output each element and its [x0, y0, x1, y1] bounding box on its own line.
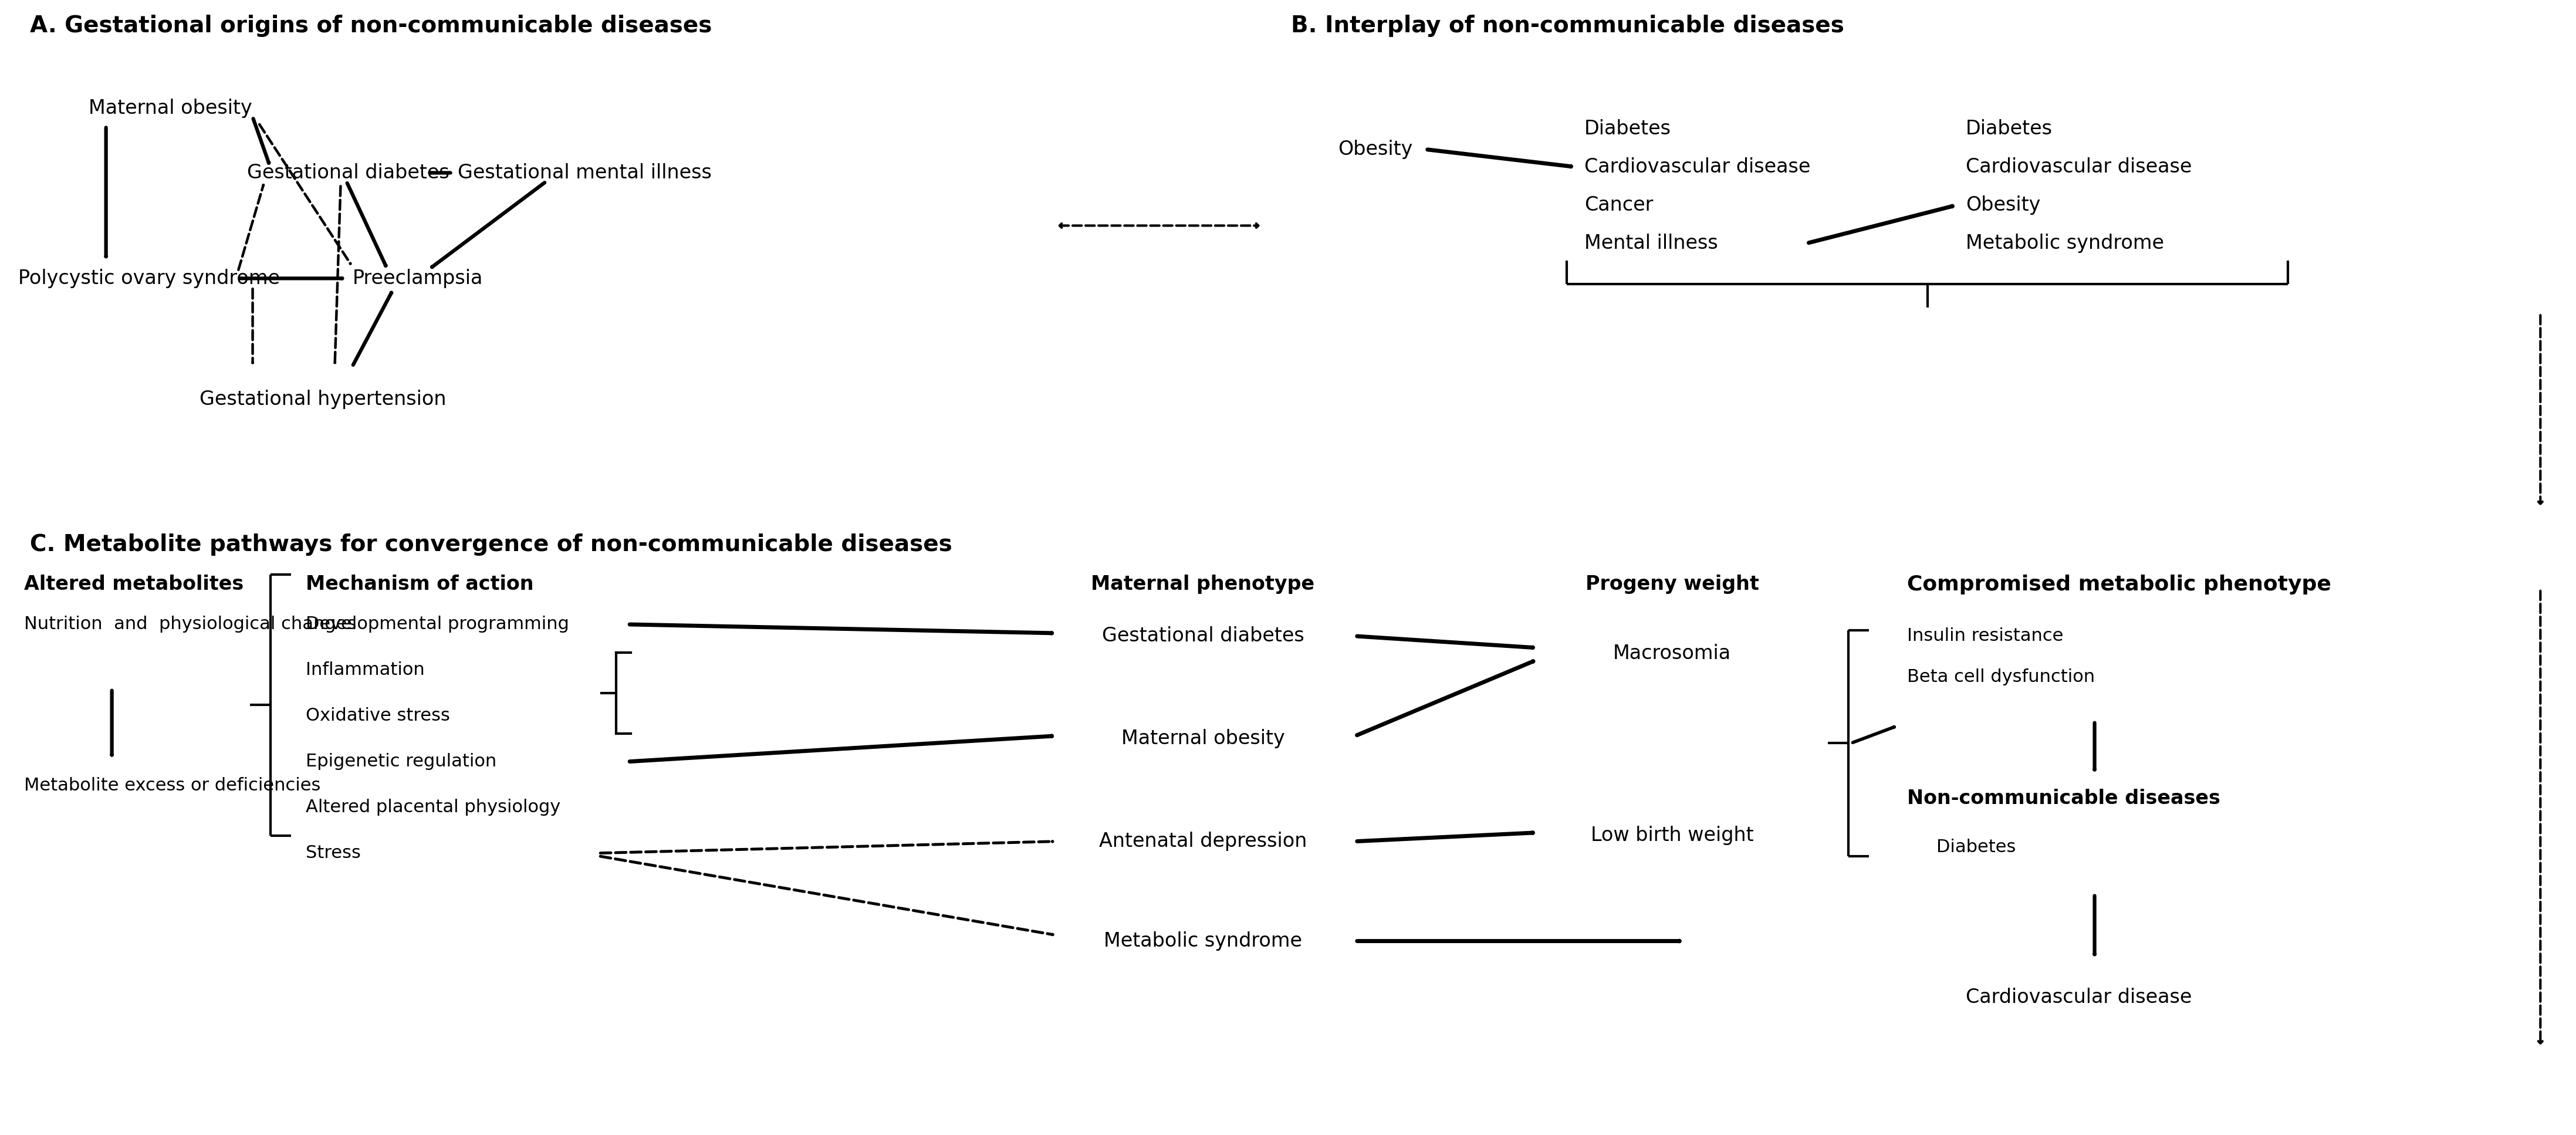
- Text: Mental illness: Mental illness: [1584, 234, 1718, 253]
- Text: Maternal obesity: Maternal obesity: [1121, 729, 1285, 748]
- Text: Polycystic ovary syndrome: Polycystic ovary syndrome: [18, 269, 281, 288]
- Text: Maternal phenotype: Maternal phenotype: [1092, 574, 1314, 594]
- Text: Metabolic syndrome: Metabolic syndrome: [1103, 932, 1301, 951]
- Text: Gestational diabetes: Gestational diabetes: [1103, 627, 1303, 646]
- Text: Metabolite excess or deficiencies: Metabolite excess or deficiencies: [23, 776, 319, 793]
- Text: Cardiovascular disease: Cardiovascular disease: [1584, 158, 1811, 177]
- Text: A. Gestational origins of non-communicable diseases: A. Gestational origins of non-communicab…: [31, 15, 711, 36]
- Text: Insulin resistance: Insulin resistance: [1906, 628, 2063, 645]
- Text: Developmental programming: Developmental programming: [307, 616, 569, 633]
- Text: Progeny weight: Progeny weight: [1584, 574, 1759, 594]
- Text: Oxidative stress: Oxidative stress: [307, 707, 451, 724]
- Text: Altered metabolites: Altered metabolites: [23, 574, 245, 594]
- Text: Mechanism of action: Mechanism of action: [307, 574, 533, 594]
- Text: Obesity: Obesity: [1965, 195, 2040, 215]
- Text: Altered placental physiology: Altered placental physiology: [307, 799, 559, 816]
- Text: Epigenetic regulation: Epigenetic regulation: [307, 754, 497, 771]
- Text: Diabetes: Diabetes: [1937, 839, 2014, 856]
- Text: Obesity: Obesity: [1337, 140, 1412, 159]
- Text: Compromised metabolic phenotype: Compromised metabolic phenotype: [1906, 574, 2331, 595]
- Text: Cardiovascular disease: Cardiovascular disease: [1965, 158, 2192, 177]
- Text: Cardiovascular disease: Cardiovascular disease: [1965, 987, 2192, 1008]
- Text: Gestational mental illness: Gestational mental illness: [459, 163, 711, 183]
- Text: Gestational diabetes: Gestational diabetes: [247, 163, 448, 183]
- Text: Cancer: Cancer: [1584, 195, 1654, 215]
- Text: Beta cell dysfunction: Beta cell dysfunction: [1906, 669, 2094, 686]
- Text: Inflammation: Inflammation: [307, 662, 425, 679]
- Text: Stress: Stress: [307, 844, 361, 861]
- Text: Nutrition  and  physiological changes: Nutrition and physiological changes: [23, 615, 355, 632]
- Text: B. Interplay of non-communicable diseases: B. Interplay of non-communicable disease…: [1291, 15, 1844, 36]
- Text: Macrosomia: Macrosomia: [1613, 644, 1731, 663]
- Text: Gestational hypertension: Gestational hypertension: [201, 389, 446, 410]
- Text: Low birth weight: Low birth weight: [1592, 826, 1754, 846]
- Text: C. Metabolite pathways for convergence of non-communicable diseases: C. Metabolite pathways for convergence o…: [31, 533, 953, 556]
- Text: Diabetes: Diabetes: [1584, 119, 1672, 138]
- Text: Maternal obesity: Maternal obesity: [88, 99, 252, 118]
- Text: Preeclampsia: Preeclampsia: [353, 269, 482, 288]
- Text: Diabetes: Diabetes: [1965, 119, 2053, 138]
- Text: Metabolic syndrome: Metabolic syndrome: [1965, 234, 2164, 253]
- Text: Non-communicable diseases: Non-communicable diseases: [1906, 789, 2221, 808]
- Text: Antenatal depression: Antenatal depression: [1100, 832, 1306, 851]
